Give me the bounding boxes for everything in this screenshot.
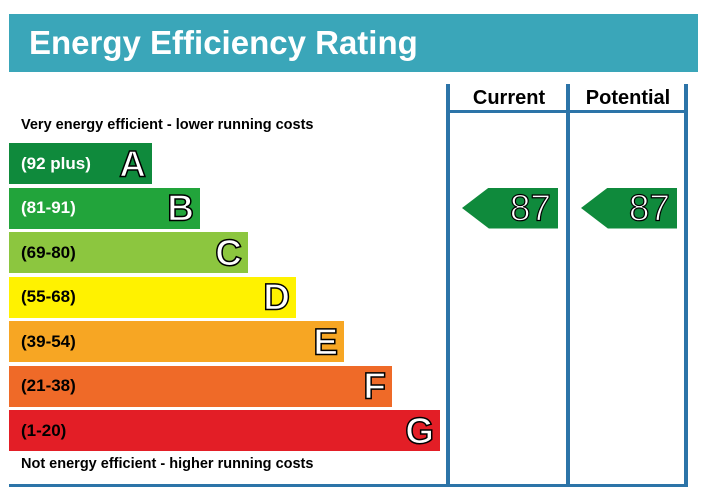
rating-band-range: (39-54) xyxy=(21,331,76,351)
current-rating-value: 87 xyxy=(509,187,551,229)
rating-band-range: (55-68) xyxy=(21,287,76,306)
frame-line-right xyxy=(684,84,688,486)
column-header-potential: Potential xyxy=(585,87,671,109)
page-title: Energy Efficiency Rating xyxy=(29,24,418,61)
rating-band-letter: C xyxy=(215,232,243,273)
rating-band-letter: A xyxy=(119,143,147,184)
rating-band-range: (81-91) xyxy=(21,198,76,217)
rating-band-a: (92 plus) A xyxy=(9,143,152,184)
rating-band-letter: G xyxy=(404,410,434,451)
frame-line-left xyxy=(446,84,450,486)
title-bar: Energy Efficiency Rating xyxy=(9,14,698,72)
potential-rating-value: 87 xyxy=(628,187,670,229)
rating-band-range: (92 plus) xyxy=(21,153,91,173)
rating-band-b: (81-91) B xyxy=(9,187,200,229)
caption-not-efficient: Not energy efficient - higher running co… xyxy=(21,456,314,472)
caption-very-efficient: Very energy efficient - lower running co… xyxy=(21,117,314,133)
rating-band-g: (1-20) G xyxy=(9,410,440,451)
potential-rating-arrow: 87 xyxy=(581,187,677,229)
rating-band-e: (39-54) E xyxy=(9,321,344,362)
current-rating-arrow: 87 xyxy=(462,187,558,229)
rating-band-letter: D xyxy=(263,276,291,318)
rating-band-range: (21-38) xyxy=(21,376,76,395)
rating-band-f: (21-38) F xyxy=(9,365,392,407)
rating-band-c: (69-80) C xyxy=(9,232,248,273)
rating-band-range: (1-20) xyxy=(21,420,67,440)
column-header-current: Current xyxy=(472,87,546,109)
rating-band-letter: E xyxy=(313,321,339,362)
rating-band-letter: B xyxy=(167,187,195,229)
frame-line-bottom xyxy=(9,484,688,487)
rating-band-range: (69-80) xyxy=(21,242,76,262)
frame-line-header xyxy=(446,110,688,113)
rating-band-letter: F xyxy=(363,365,387,407)
frame-line-middle xyxy=(566,84,570,486)
rating-band-d: (55-68) D xyxy=(9,276,296,318)
